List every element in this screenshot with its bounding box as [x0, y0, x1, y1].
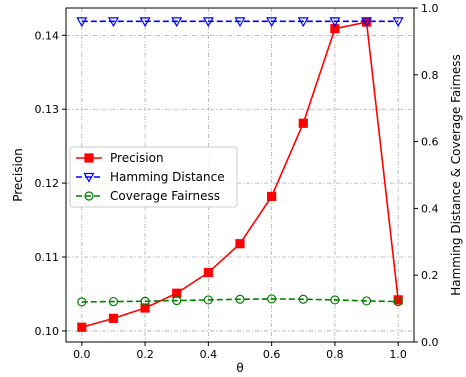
- series-layer: [76, 17, 404, 332]
- y-tick-label-left: 0.12: [35, 177, 60, 190]
- x-tick-label: 0.0: [73, 348, 91, 361]
- data-point-coverage-fairness: [393, 296, 403, 307]
- y-tick-label-right: 0.6: [421, 136, 439, 149]
- data-point-hamming-distance: [107, 17, 119, 28]
- y-tick-label-left: 0.11: [35, 251, 60, 264]
- data-point-precision: [203, 267, 213, 278]
- x-tick-label: 0.2: [136, 348, 154, 361]
- legend-label: Coverage Fairness: [110, 189, 220, 203]
- x-tick-label: 1.0: [389, 348, 407, 361]
- data-point-precision: [77, 322, 87, 332]
- data-point-coverage-fairness: [140, 296, 150, 306]
- data-point-coverage-fairness: [298, 294, 308, 304]
- legend-marker: [83, 172, 95, 183]
- x-axis-label: θ: [236, 361, 243, 375]
- legend-box: [69, 146, 238, 208]
- legend-item-hamming-distance: Hamming Distance: [76, 170, 225, 184]
- y-tick-label-right: 1.0: [421, 2, 439, 15]
- legend-item-precision: Precision: [76, 151, 164, 165]
- series-line-coverage-fairness: [81, 298, 399, 303]
- data-point-precision: [298, 118, 308, 128]
- y-axis-label-right: Hamming Distance & Coverage Fairness: [449, 54, 463, 296]
- x-tick-label: 0.8: [326, 348, 344, 361]
- series-hamming-distance: [76, 17, 404, 28]
- data-point-hamming-distance: [202, 17, 214, 28]
- y-tick-label-left: 0.10: [35, 325, 60, 338]
- data-point-hamming-distance: [234, 17, 246, 28]
- data-point-coverage-fairness: [203, 295, 213, 305]
- data-point-coverage-fairness: [361, 296, 372, 306]
- y-tick-label-left: 0.14: [35, 29, 60, 42]
- y-tick-label-right: 0.2: [421, 269, 439, 282]
- data-point-hamming-distance: [76, 17, 88, 28]
- y-tick-label-right: 0.8: [421, 69, 439, 82]
- data-point-coverage-fairness: [330, 295, 340, 305]
- data-point-hamming-distance: [139, 17, 151, 28]
- data-point-coverage-fairness: [267, 294, 277, 304]
- x-tick-label: 0.4: [200, 348, 218, 361]
- plot-frame: [65, 7, 415, 343]
- legend-item-coverage-fairness: Coverage Fairness: [76, 189, 220, 203]
- series-coverage-fairness: [77, 294, 403, 307]
- y-tick-label-left: 0.13: [35, 103, 60, 116]
- data-point-precision: [172, 288, 182, 298]
- legend-label: Precision: [110, 151, 164, 165]
- x-tick-label: 0.6: [263, 348, 281, 361]
- data-point-hamming-distance: [266, 17, 278, 28]
- y-tick-label-right: 0.4: [421, 202, 439, 215]
- grid: [66, 8, 414, 342]
- data-point-precision: [267, 191, 277, 202]
- legend-label: Hamming Distance: [110, 170, 225, 184]
- data-point-hamming-distance: [297, 17, 309, 28]
- data-point-hamming-distance: [329, 17, 341, 28]
- data-point-hamming-distance: [361, 17, 373, 28]
- data-point-coverage-fairness: [108, 296, 119, 307]
- legend-marker: [84, 153, 94, 163]
- y-axis-label-left: Precision: [11, 148, 25, 202]
- data-point-hamming-distance: [171, 17, 183, 28]
- data-point-hamming-distance: [392, 17, 404, 28]
- legend: Precision Hamming Distance Coverage Fairne…: [69, 146, 238, 208]
- data-point-coverage-fairness: [172, 295, 182, 306]
- legend-marker: [84, 191, 94, 201]
- axes: 0.0 0.2 0.4 0.6 0.8 1.0 0.10 0.11 0.12 0.13 0.14 0.…: [35, 2, 439, 361]
- data-point-precision: [108, 313, 119, 323]
- data-point-coverage-fairness: [77, 297, 87, 307]
- y-tick-label-right: 0.0: [421, 336, 439, 349]
- data-point-precision: [140, 303, 150, 313]
- data-point-coverage-fairness: [235, 294, 245, 304]
- data-point-precision: [235, 239, 245, 249]
